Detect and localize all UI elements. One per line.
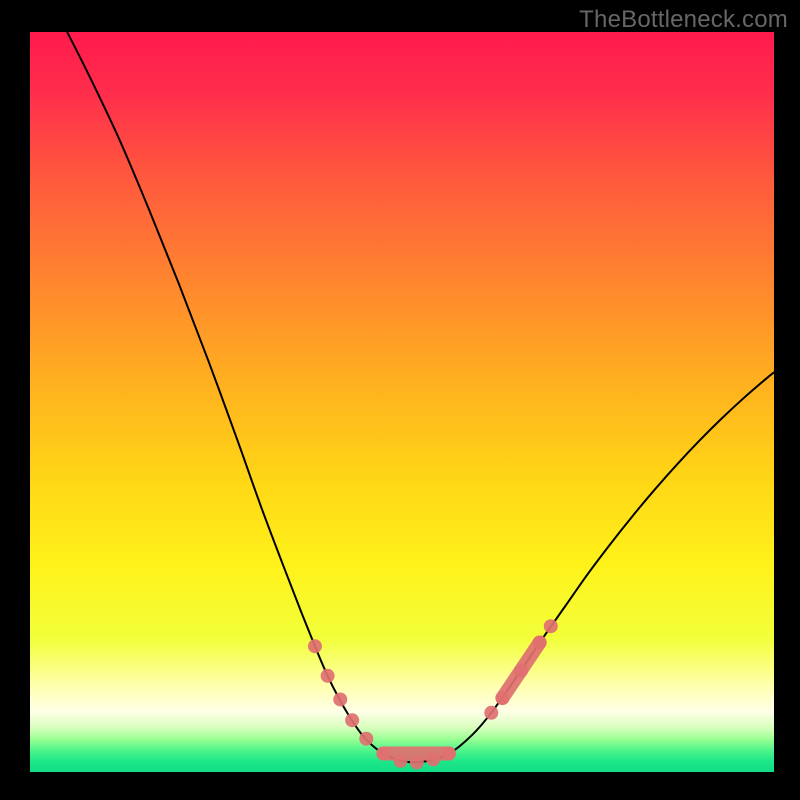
marker-dot — [359, 732, 373, 746]
marker-dot — [394, 754, 408, 768]
chart-stage: TheBottleneck.com — [0, 0, 800, 800]
marker-dot — [333, 692, 347, 706]
marker-dot — [308, 639, 322, 653]
marker-dot — [345, 713, 359, 727]
marker-dot — [410, 755, 424, 769]
gradient-background — [30, 32, 774, 772]
marker-dot — [533, 636, 547, 650]
watermark-text: TheBottleneck.com — [579, 6, 788, 34]
marker-dot — [376, 747, 390, 761]
marker-dot — [484, 706, 498, 720]
marker-dot — [442, 747, 456, 761]
marker-dot — [514, 664, 528, 678]
marker-dot — [544, 619, 558, 633]
marker-dot — [321, 669, 335, 683]
bottleneck-curve-chart — [30, 32, 774, 772]
marker-dot — [426, 752, 440, 766]
marker-dot — [495, 691, 509, 705]
